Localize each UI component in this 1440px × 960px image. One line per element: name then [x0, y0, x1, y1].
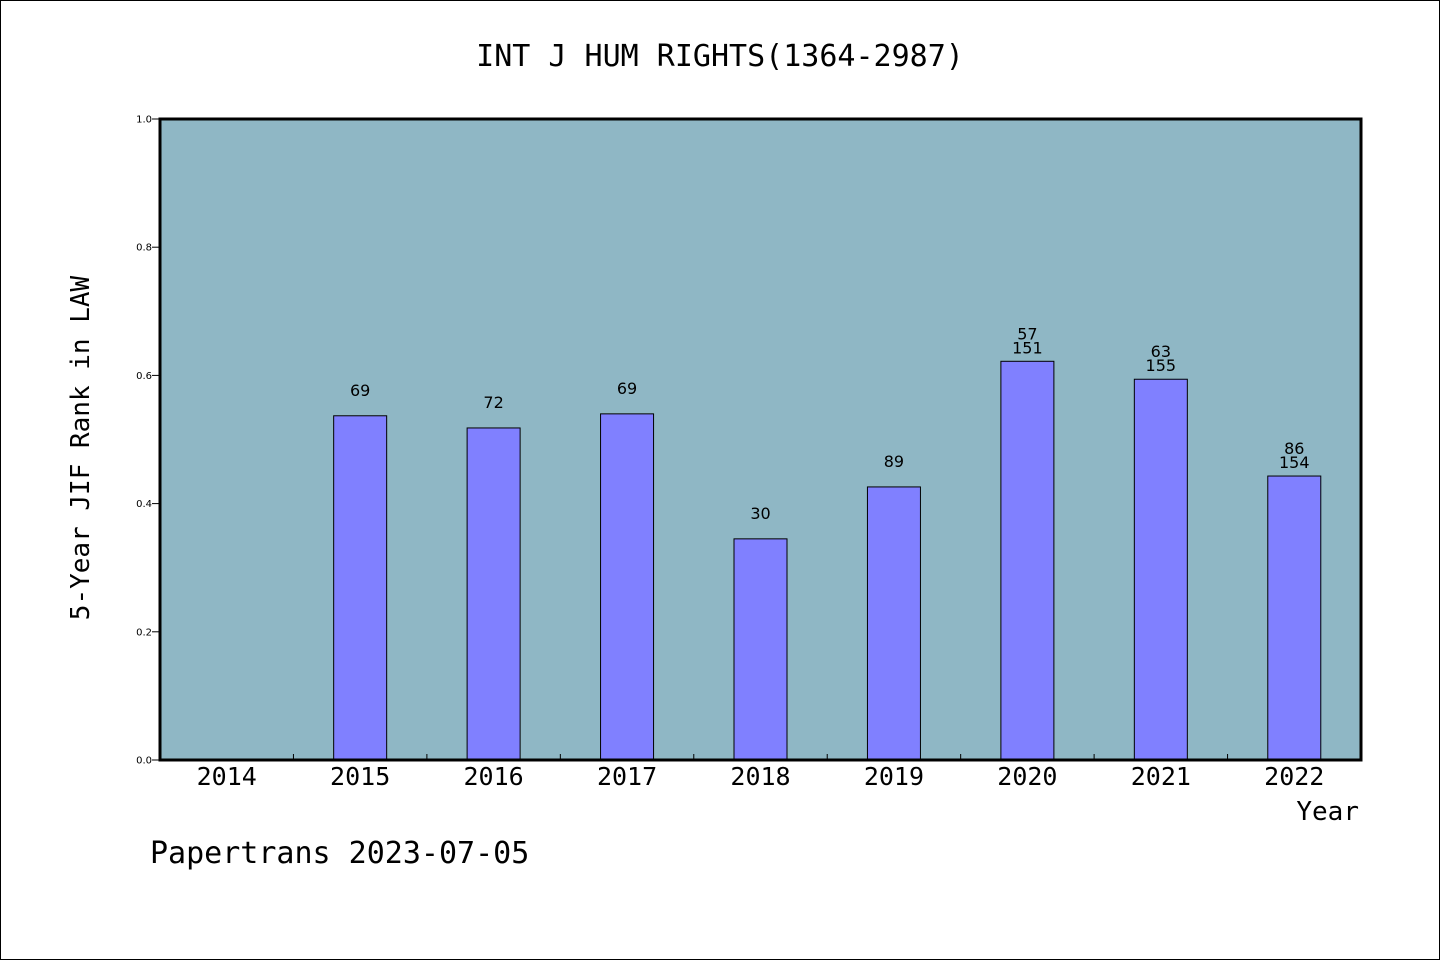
y-tick-label: 0.8	[136, 243, 152, 254]
bars-layer	[333, 360, 1322, 761]
bar-label-2015: 69	[350, 381, 370, 400]
y-tick-label: 0.6	[136, 371, 152, 382]
plot-border	[158, 117, 1363, 762]
x-tick-label: 2020	[997, 762, 1057, 791]
x-tick-label: 2016	[464, 762, 524, 791]
x-tick-label: 2015	[330, 762, 390, 791]
bar-2018	[733, 538, 788, 761]
bar-label-2020: 57	[1017, 324, 1037, 343]
bar-label-2021: 155	[1146, 356, 1177, 375]
bar-label-2018: 30	[750, 504, 770, 523]
y-axis-title: 5-Year JIF Rank in LAW	[66, 275, 96, 620]
y-tick-label: 1.0	[136, 115, 152, 126]
bar-label-2017: 69	[617, 379, 637, 398]
y-tick-label: 0.4	[136, 499, 152, 510]
x-axis: 2014 2015 2016 2017 2018 2019 2020 2021 2022	[197, 754, 1324, 791]
x-tick-label: 2022	[1264, 762, 1324, 791]
bar-2019	[866, 486, 921, 761]
y-tick-label: 0.2	[136, 627, 152, 638]
bar-2021	[1133, 378, 1188, 761]
bar-2022	[1267, 475, 1322, 761]
y-axis: 0.0 0.2 0.4 0.6 0.8 1.0	[136, 115, 160, 767]
bar-label-2020: 151	[1012, 338, 1043, 357]
bar-2017	[600, 413, 655, 761]
x-tick-label: 2021	[1131, 762, 1191, 791]
chart-title: INT J HUM RIGHTS(1364-2987)	[476, 39, 964, 74]
bar-label-2016: 72	[483, 393, 503, 412]
x-tick-label: 2014	[197, 762, 257, 791]
bar-2015	[333, 415, 388, 761]
bar-label-2022: 154	[1279, 453, 1310, 472]
bar-label-2019: 89	[884, 452, 904, 471]
bar-2020	[1000, 360, 1055, 761]
x-axis-title: Year	[1296, 797, 1359, 827]
x-tick-label: 2017	[597, 762, 657, 791]
bar-2016	[466, 427, 521, 761]
x-tick-label: 2019	[864, 762, 924, 791]
bar-label-2021: 63	[1151, 342, 1171, 361]
footer-date-stamp: Papertrans 2023-07-05	[150, 836, 529, 871]
x-tick-label: 2018	[730, 762, 790, 791]
bar-label-2022: 86	[1284, 439, 1304, 458]
y-tick-label: 0.0	[136, 756, 152, 767]
